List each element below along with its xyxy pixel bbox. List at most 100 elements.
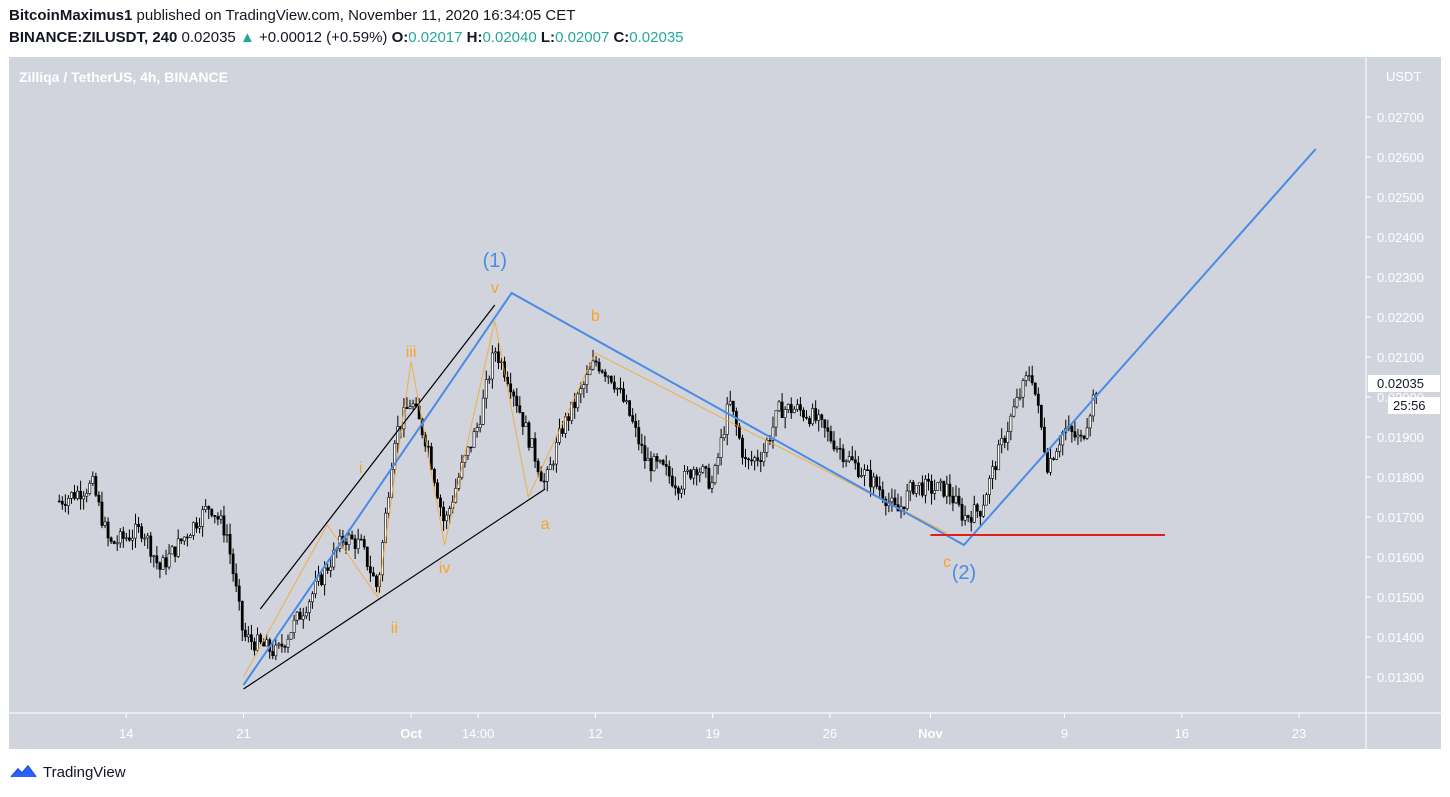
candle-176	[594, 355, 598, 367]
x-tick-label-1: 21	[236, 726, 250, 741]
candle-319	[1030, 365, 1034, 386]
candle-212	[704, 465, 708, 478]
candle-body-265	[866, 469, 869, 472]
candle-body-220	[728, 400, 732, 405]
candle-163	[555, 436, 558, 473]
candle-209	[695, 466, 699, 486]
candle-body-303	[982, 504, 985, 517]
candle-226	[747, 457, 750, 470]
candle-body-183	[616, 387, 619, 390]
candle-189	[634, 413, 638, 438]
candle-body-175	[591, 360, 595, 370]
candle-body-277	[902, 506, 906, 509]
candle-body-211	[701, 466, 705, 473]
candle-251	[823, 419, 827, 438]
candle-body-52	[216, 516, 220, 520]
change-value: +0.00012 (+0.59%)	[258, 29, 388, 46]
open-label: O:	[391, 29, 409, 46]
candle-322	[1039, 404, 1043, 431]
chart-background	[9, 57, 1366, 713]
candle-60	[240, 600, 244, 641]
candle-body-1	[60, 500, 64, 505]
candle-body-218	[722, 434, 726, 439]
candle-90	[332, 542, 336, 571]
candle-body-286	[930, 480, 933, 494]
candle-45	[195, 517, 198, 533]
candle-53	[219, 509, 223, 524]
candle-323	[1043, 417, 1046, 456]
candle-body-174	[588, 368, 592, 375]
author-name[interactable]: BitcoinMaximus1	[9, 7, 133, 24]
candle-255	[835, 445, 839, 453]
candle-290	[942, 480, 946, 499]
candle-313	[1012, 398, 1016, 418]
candle-268	[875, 474, 879, 489]
candle-body-245	[805, 416, 808, 419]
candle-body-280	[911, 482, 915, 494]
candle-283	[921, 475, 924, 498]
x-tick-label-8: 9	[1061, 726, 1068, 741]
candle-body-293	[951, 495, 955, 504]
candle-body-90	[332, 549, 336, 568]
candle-328	[1058, 435, 1062, 458]
candle-299	[969, 510, 973, 532]
candle-body-46	[198, 526, 201, 529]
candle-body-302	[978, 510, 982, 517]
candle-65	[256, 627, 259, 653]
candle-body-115	[408, 406, 412, 409]
candle-77	[292, 615, 296, 639]
tradingview-footer[interactable]: TradingView	[9, 763, 126, 781]
candle-body-189	[634, 421, 638, 428]
candle-body-230	[759, 460, 763, 463]
candle-body-64	[253, 641, 256, 651]
candle-body-310	[1003, 438, 1007, 443]
candle-body-56	[228, 534, 232, 555]
candle-195	[652, 453, 656, 472]
candle-191	[640, 433, 644, 454]
candle-292	[948, 474, 952, 505]
candle-97	[353, 534, 357, 560]
y-tick-label-13: 0.02600	[1377, 150, 1424, 165]
candle-171	[579, 382, 583, 404]
candle-body-55	[225, 534, 229, 536]
candle-48	[204, 499, 208, 513]
candle-body-101	[365, 546, 369, 567]
candle-body-239	[786, 404, 790, 410]
candle-body-191	[640, 443, 644, 446]
candle-219	[725, 397, 729, 446]
high-value: 0.02040	[482, 29, 537, 46]
candle-57	[231, 548, 235, 582]
candle-body-179	[603, 371, 607, 377]
candle-body-328	[1058, 444, 1062, 452]
candle-50	[210, 508, 214, 518]
candle-body-37	[170, 546, 174, 555]
candle-101	[365, 546, 369, 571]
candle-38	[173, 546, 177, 563]
candle-269	[878, 476, 882, 497]
candle-body-169	[573, 401, 577, 409]
candle-49	[207, 505, 211, 519]
candle-body-94	[344, 541, 348, 545]
candle-122	[429, 442, 433, 471]
candle-62	[246, 626, 250, 643]
candle-220	[728, 390, 732, 407]
candle-body-279	[908, 482, 912, 492]
candle-body-301	[975, 504, 979, 512]
candle-160	[545, 466, 549, 492]
candle-body-33	[158, 562, 162, 570]
candle-body-128	[448, 508, 452, 516]
candle-body-23	[128, 537, 131, 541]
candle-body-193	[646, 458, 650, 461]
currency-label: USDT	[1386, 69, 1421, 84]
candle-182	[612, 375, 616, 393]
candle-173	[585, 365, 589, 393]
tradingview-brand: TradingView	[43, 763, 126, 781]
time-axis[interactable]	[9, 713, 1441, 749]
last-price-tag: 0.02035	[1368, 375, 1440, 392]
candle-body-173	[585, 374, 589, 385]
candle-225	[744, 448, 747, 468]
candle-54	[222, 505, 226, 543]
candle-306	[991, 460, 994, 490]
primary-wave-path	[242, 148, 1317, 686]
